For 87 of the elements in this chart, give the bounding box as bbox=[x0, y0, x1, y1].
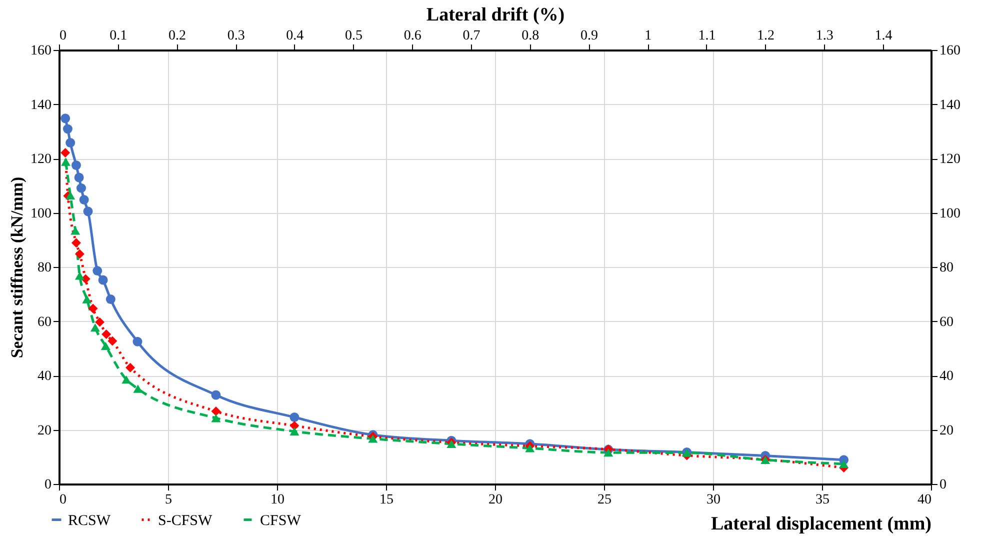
y2-tick-label: 140 bbox=[940, 98, 960, 113]
point bbox=[211, 390, 221, 400]
y-tick-label: 0 bbox=[44, 478, 52, 492]
x2-tick-label: 0.8 bbox=[522, 28, 540, 44]
point bbox=[106, 294, 116, 304]
y-tick-label: 160 bbox=[30, 44, 52, 58]
point bbox=[102, 330, 112, 340]
x2-tick-label: 1 bbox=[644, 28, 652, 44]
x-tick-label: 40 bbox=[918, 492, 932, 508]
point bbox=[62, 124, 72, 134]
y2-tick-label: 120 bbox=[940, 152, 960, 167]
x2-tick-label: 0 bbox=[60, 28, 66, 44]
y-tick-label: 20 bbox=[38, 423, 52, 438]
x2-tick-label: 0.1 bbox=[110, 28, 128, 44]
x-tick-label: 20 bbox=[488, 492, 502, 508]
point bbox=[82, 295, 92, 304]
y2-tick-label: 40 bbox=[940, 369, 954, 384]
point bbox=[66, 191, 76, 200]
x2-tick-label: 1.3 bbox=[816, 28, 834, 44]
y2-tick-label: 60 bbox=[940, 314, 954, 330]
y-tick-label: 60 bbox=[38, 314, 52, 330]
point bbox=[122, 375, 132, 384]
x2-tick-label: 1.4 bbox=[874, 28, 892, 44]
point bbox=[290, 412, 300, 422]
point bbox=[74, 172, 84, 182]
point bbox=[71, 160, 81, 170]
legend-label: S-CFSW bbox=[158, 512, 214, 529]
x2-axis-title: Lateral drift (%) bbox=[426, 4, 565, 26]
x2-tick-label: 1.1 bbox=[698, 28, 716, 44]
x-tick-label: 25 bbox=[598, 492, 612, 508]
x2-tick-label: 0.3 bbox=[227, 28, 245, 44]
point bbox=[74, 272, 84, 280]
point bbox=[126, 362, 136, 372]
x-tick-label: 10 bbox=[270, 492, 284, 508]
y2-tick-label: 80 bbox=[940, 260, 954, 276]
point bbox=[211, 406, 221, 416]
point bbox=[92, 266, 102, 276]
point bbox=[74, 249, 84, 259]
point bbox=[60, 148, 70, 158]
x-tick-label: 35 bbox=[816, 492, 830, 508]
x2-tick-label: 1.2 bbox=[757, 28, 775, 44]
x-tick-label: 15 bbox=[380, 492, 394, 508]
point bbox=[90, 323, 100, 332]
x2-tick-label: 0.4 bbox=[286, 28, 304, 44]
y-tick-label: 80 bbox=[38, 260, 52, 276]
point bbox=[70, 226, 80, 235]
x-tick-label: 0 bbox=[60, 492, 66, 508]
y2-tick-label: 0 bbox=[940, 478, 946, 492]
point bbox=[132, 336, 142, 346]
point bbox=[71, 238, 81, 248]
legend-label: CFSW bbox=[260, 512, 302, 529]
point bbox=[604, 448, 614, 457]
point bbox=[88, 304, 98, 314]
point bbox=[95, 317, 105, 327]
point bbox=[133, 384, 143, 393]
point bbox=[61, 158, 70, 166]
y-tick-label: 140 bbox=[30, 98, 52, 113]
y-axis-title: Secant stiffness (kN/mm) bbox=[8, 176, 26, 358]
y2-tick-label: 160 bbox=[940, 44, 960, 58]
point bbox=[98, 275, 108, 285]
y2-tick-label: 100 bbox=[940, 206, 960, 222]
x-tick-label: 5 bbox=[165, 492, 172, 508]
point bbox=[79, 194, 89, 204]
point bbox=[525, 444, 535, 452]
x2-tick-label: 0.6 bbox=[404, 28, 422, 44]
x-tick-label: 30 bbox=[706, 492, 720, 508]
point bbox=[368, 434, 378, 443]
y-tick-label: 120 bbox=[30, 152, 52, 167]
point bbox=[66, 138, 76, 148]
y-tick-label: 100 bbox=[30, 206, 52, 222]
point bbox=[839, 460, 849, 468]
x2-tick-label: 0.2 bbox=[168, 28, 186, 44]
x2-tick-label: 0.9 bbox=[580, 28, 598, 44]
x-axis-title: Lateral displacement (mm) bbox=[710, 514, 932, 534]
point bbox=[100, 342, 110, 350]
point bbox=[60, 114, 70, 124]
point bbox=[76, 183, 86, 193]
x2-tick-label: 0.5 bbox=[345, 28, 363, 44]
point bbox=[211, 414, 221, 422]
y-tick-label: 40 bbox=[38, 369, 52, 384]
point bbox=[83, 206, 93, 216]
point bbox=[108, 336, 118, 346]
point bbox=[290, 420, 300, 430]
legend-label: RCSW bbox=[68, 512, 112, 529]
y2-tick-label: 20 bbox=[940, 423, 954, 438]
x2-tick-label: 0.7 bbox=[462, 28, 480, 44]
point bbox=[290, 427, 300, 436]
